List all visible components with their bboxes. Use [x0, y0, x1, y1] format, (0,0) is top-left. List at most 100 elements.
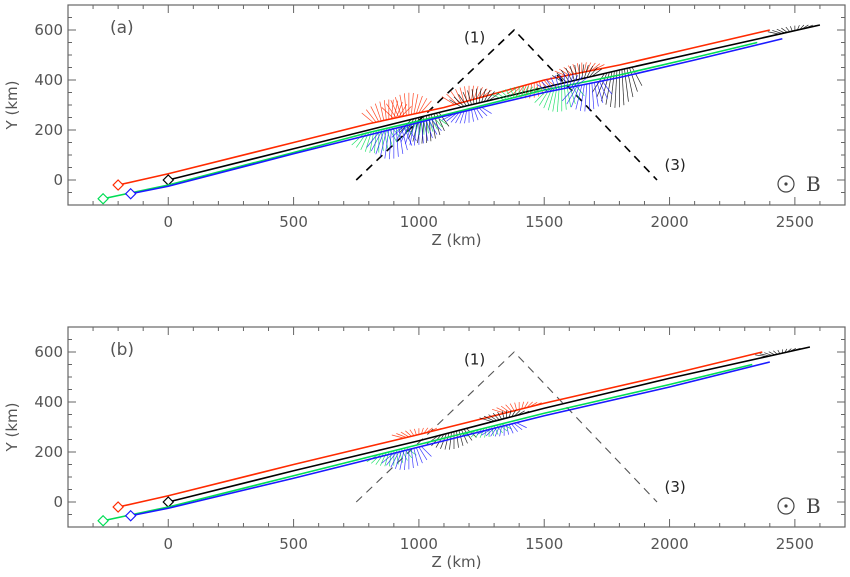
field-vector — [488, 92, 500, 101]
field-vector — [435, 433, 445, 448]
guide-label: (3) — [665, 156, 686, 174]
field-vector — [385, 128, 393, 146]
field-vector — [379, 101, 385, 121]
field-vector — [568, 74, 574, 88]
field-vector — [574, 76, 583, 87]
field-vector — [411, 92, 414, 115]
field-vector — [421, 121, 424, 144]
field-vector — [481, 89, 486, 103]
field-vector — [416, 447, 423, 464]
field-vector — [395, 97, 402, 117]
field-vector — [366, 132, 380, 148]
field-vector — [584, 84, 588, 112]
field-vector — [566, 86, 578, 105]
field-vector — [458, 430, 464, 446]
field-out-of-plane-icon — [777, 497, 795, 515]
field-vector — [461, 429, 468, 444]
field-vector — [411, 448, 414, 469]
field-vector — [552, 87, 558, 112]
field-vector — [481, 107, 492, 114]
guide-dashed-line — [355, 351, 658, 503]
start-diamond-marker — [124, 187, 137, 200]
field-vector — [490, 427, 497, 437]
field-vector — [386, 452, 397, 466]
field-vector — [479, 417, 492, 422]
field-vector — [790, 26, 793, 32]
field-vector — [494, 426, 500, 437]
field-vector — [550, 76, 558, 91]
field-vector — [631, 66, 643, 86]
field-vector — [591, 63, 601, 71]
field-vector — [361, 112, 375, 124]
start-diamond-marker — [124, 509, 137, 522]
field-vector — [566, 85, 572, 108]
field-vector — [496, 92, 507, 100]
field-vector — [586, 65, 594, 78]
field-vector — [562, 86, 575, 102]
field-vector — [500, 90, 510, 99]
field-vector — [464, 110, 467, 124]
field-vector — [554, 75, 560, 90]
field-vector — [594, 82, 599, 107]
field-label: B — [806, 172, 821, 196]
field-vector — [390, 451, 400, 468]
field-vector — [526, 86, 533, 95]
field-vector — [541, 81, 552, 92]
field-vector — [391, 125, 405, 138]
field-vector — [586, 62, 592, 72]
trajectory-line — [130, 37, 783, 195]
field-vector — [405, 430, 412, 437]
trajectory-line — [117, 29, 770, 186]
field-vector — [471, 89, 475, 105]
y-tick-label: 400 — [34, 393, 63, 411]
field-vector — [610, 71, 615, 108]
field-vector — [511, 423, 518, 432]
field-vector — [456, 431, 459, 448]
field-vector — [601, 80, 613, 95]
field-vector — [514, 402, 517, 411]
field-vector — [570, 85, 580, 108]
field-vector — [396, 125, 407, 141]
y-tick-label: 600 — [34, 21, 63, 39]
field-vector — [365, 109, 377, 123]
field-vector — [483, 90, 491, 102]
x-axis-title: Z (km) — [431, 231, 481, 249]
start-diamond-marker — [97, 514, 109, 527]
x-tick-label: 500 — [279, 535, 308, 553]
y-tick-label: 400 — [34, 71, 63, 89]
field-vector — [370, 106, 380, 122]
field-vector — [441, 96, 455, 105]
trajectory-line — [117, 351, 763, 508]
trajectory-line — [130, 361, 771, 517]
field-vector — [583, 62, 587, 72]
field-vector — [453, 96, 465, 107]
trajectory-line — [168, 24, 821, 181]
x-tick-label: 1000 — [400, 213, 438, 231]
field-vector — [421, 100, 432, 113]
field-vector — [426, 120, 433, 139]
field-vector — [508, 410, 512, 418]
field-vector — [375, 452, 385, 465]
series-0 — [112, 29, 770, 191]
field-vector — [401, 106, 412, 117]
plot-frame — [67, 326, 846, 528]
field-vector — [398, 127, 404, 154]
guide-label: (3) — [665, 478, 686, 496]
field-vector — [416, 95, 423, 114]
field-vector — [497, 411, 502, 420]
field-vector — [418, 446, 428, 461]
field-vector — [371, 453, 382, 464]
field-vector — [571, 74, 579, 87]
field-vector — [475, 428, 482, 438]
field-vector — [421, 427, 424, 435]
panel-a: 0 500 1000 1500 2000 2500 0 200 400 600 Z (km) Y (k… — [3, 4, 846, 249]
field-vector — [508, 424, 514, 434]
y-tick-label: 0 — [53, 171, 63, 189]
field-vector — [583, 64, 589, 79]
field-out-of-plane-icon — [777, 175, 795, 193]
field-vector — [523, 86, 529, 96]
field-vector — [589, 67, 598, 78]
field-vector — [513, 423, 523, 431]
field-vector — [449, 99, 462, 108]
